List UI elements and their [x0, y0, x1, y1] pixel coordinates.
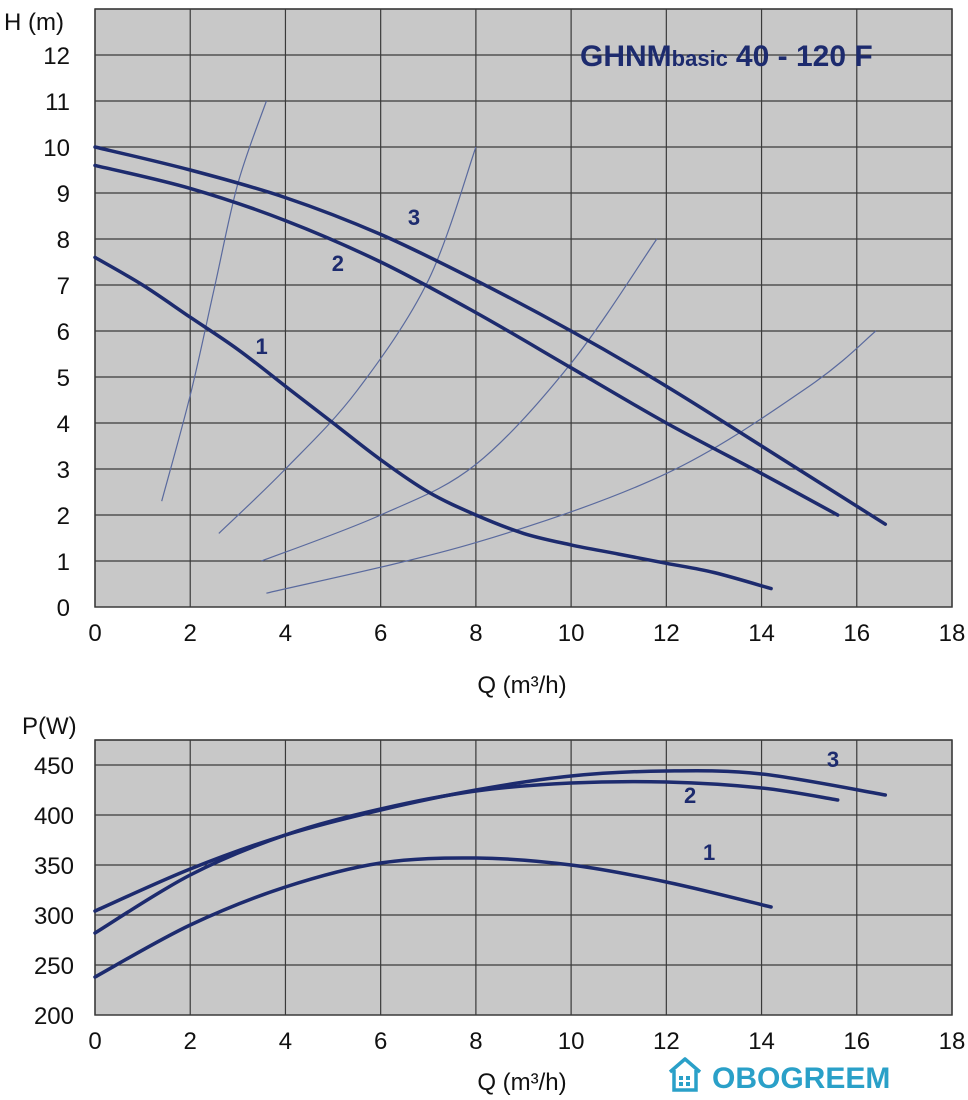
- y-tick-label: 300: [34, 903, 74, 930]
- y-tick-label: 5: [57, 365, 70, 392]
- x-axis-label: Q (m³/h): [477, 672, 566, 699]
- x-tick-label: 18: [939, 1028, 966, 1055]
- system-curve: [261, 238, 658, 562]
- y-axis-label: H (m): [4, 9, 64, 36]
- title-model: 40 - 120 F: [736, 40, 873, 73]
- y-tick-label: 2: [57, 503, 70, 530]
- power-curves: [93, 769, 888, 979]
- x-tick-label: 6: [374, 1028, 387, 1055]
- y-tick-label: 10: [43, 135, 70, 162]
- y-tick-label: 450: [34, 753, 74, 780]
- curve-1: [93, 856, 773, 979]
- curve-label: 3: [408, 205, 420, 230]
- system-curves: [161, 100, 877, 594]
- plot-area: [94, 8, 953, 608]
- x-tick-labels: 0 2 4 6 8 10 12 14 16 18: [88, 620, 965, 647]
- curve-3: [93, 769, 888, 913]
- y-tick-label: 8: [57, 227, 70, 254]
- y-tick-label: 12: [43, 43, 70, 70]
- y-tick-label: 0: [57, 595, 70, 622]
- y-tick-label: 11: [45, 89, 70, 116]
- y-tick-label: 3: [57, 457, 70, 484]
- x-tick-label: 14: [748, 620, 775, 647]
- curve-label: 2: [684, 783, 696, 808]
- x-tick-label: 14: [748, 1028, 775, 1055]
- y-tick-label: 200: [34, 1003, 74, 1030]
- y-tick-label: 400: [34, 803, 74, 830]
- curve-2: [93, 163, 840, 517]
- watermark: OBOGREEM: [668, 1057, 890, 1095]
- title-main: GHNM: [580, 40, 672, 73]
- x-tick-label: 0: [88, 1028, 101, 1055]
- y-tick-label: 1: [57, 549, 70, 576]
- x-tick-label: 10: [558, 620, 585, 647]
- pump-curves: [93, 145, 888, 591]
- x-tick-label: 0: [88, 620, 101, 647]
- x-tick-label: 8: [469, 1028, 482, 1055]
- x-tick-label: 16: [843, 1028, 870, 1055]
- system-curve: [266, 330, 877, 594]
- y-tick-label: 6: [57, 319, 70, 346]
- y-tick-label: 4: [57, 411, 70, 438]
- x-tick-label: 2: [184, 620, 197, 647]
- x-tick-label: 18: [939, 620, 966, 647]
- curve-1: [93, 255, 773, 591]
- x-tick-label: 10: [558, 1028, 585, 1055]
- gridlines: [94, 739, 953, 1015]
- system-curve: [218, 146, 477, 534]
- watermark-text: OBOGREEM: [712, 1062, 890, 1095]
- y-tick-label: 250: [34, 953, 74, 980]
- y-tick-label: 350: [34, 853, 74, 880]
- title-sub: basic: [672, 46, 728, 71]
- x-tick-label: 8: [469, 620, 482, 647]
- curve-3: [93, 145, 888, 526]
- x-tick-label: 2: [184, 1028, 197, 1055]
- curve-labels: 1 2 3: [256, 205, 421, 359]
- x-tick-label: 12: [653, 620, 680, 647]
- x-tick-label: 4: [279, 620, 292, 647]
- house-icon: [668, 1057, 702, 1092]
- system-curve: [161, 100, 267, 502]
- x-tick-label: 6: [374, 620, 387, 647]
- x-axis-label: Q (m³/h): [477, 1069, 566, 1096]
- y-axis-label: P(W): [22, 713, 77, 740]
- x-tick-label: 16: [843, 620, 870, 647]
- x-tick-label: 12: [653, 1028, 680, 1055]
- curve-label: 1: [256, 334, 268, 359]
- chart-title: GHNMbasic 40 - 120 F: [580, 40, 873, 73]
- curve-label: 1: [703, 840, 715, 865]
- curve-labels: 1 2 3: [684, 747, 839, 865]
- curve-label: 3: [827, 747, 839, 772]
- x-tick-labels: 0 2 4 6 8 10 12 14 16 18: [88, 1028, 965, 1055]
- x-tick-label: 4: [279, 1028, 292, 1055]
- y-tick-labels: 200 250 300 350 400 450: [34, 753, 74, 1030]
- y-tick-label: 7: [57, 273, 70, 300]
- curve-label: 2: [332, 251, 344, 276]
- y-tick-label: 9: [57, 181, 70, 208]
